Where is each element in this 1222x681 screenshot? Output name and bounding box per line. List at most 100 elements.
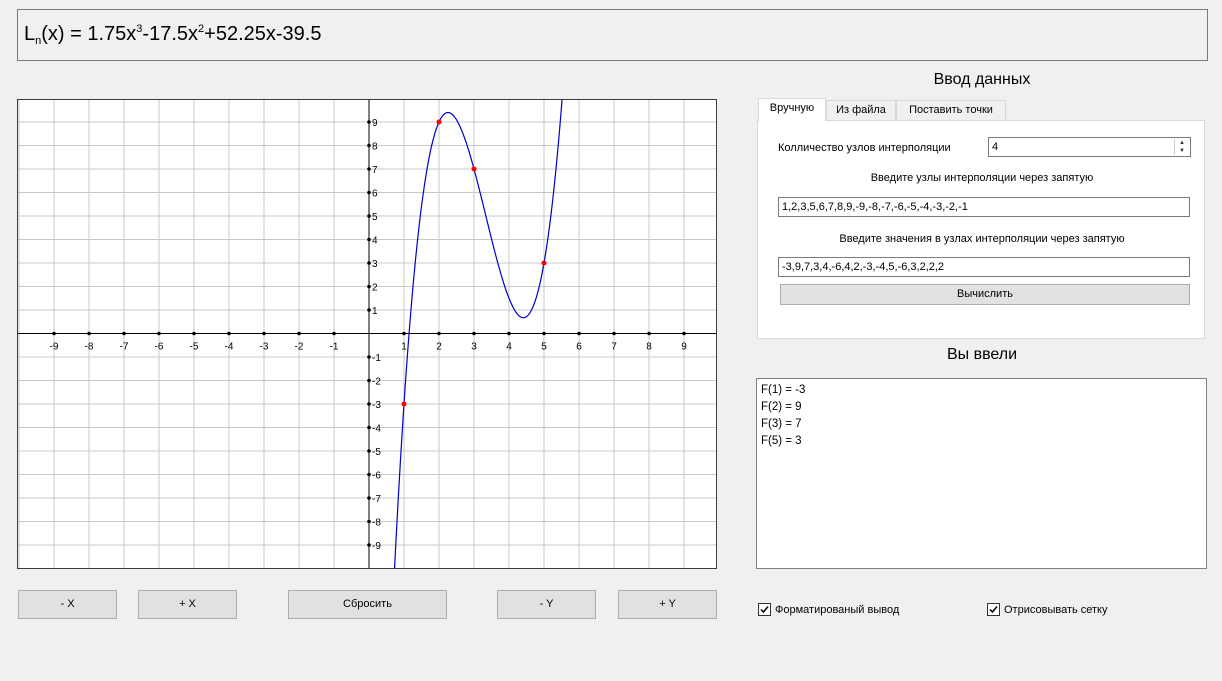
formula-exponent-2: 2: [198, 23, 205, 35]
x-tick-label: 5: [541, 342, 547, 353]
nodes-count-spinbox[interactable]: 4 ▲ ▼: [988, 137, 1191, 157]
x-tick-label: 6: [576, 342, 582, 353]
y-tick-label: 7: [372, 165, 378, 176]
x-tick-label: -8: [85, 342, 94, 353]
y-tick-mark: [367, 190, 371, 195]
list-item: F(1) = -3: [761, 384, 806, 396]
y-tick-label: 6: [372, 189, 378, 200]
x-tick-label: -7: [120, 342, 129, 353]
x-tick-mark: [297, 331, 301, 336]
y-tick-mark: [367, 543, 371, 547]
entered-values-list[interactable]: F(1) = -3 F(2) = 9 F(3) = 7 F(5) = 3: [756, 378, 1207, 569]
y-tick-mark: [367, 120, 371, 124]
formatted-output-label: Форматированый вывод: [775, 604, 900, 616]
formatted-output-checkbox[interactable]: [758, 603, 771, 616]
data-point: [471, 166, 477, 172]
formula-exponent-3: 3: [136, 23, 143, 35]
values-input[interactable]: -3,9,7,3,4,-6,4,2,-3,-4,5,-6,3,2,2,2: [778, 257, 1190, 277]
spinbox-arrows[interactable]: ▲ ▼: [1174, 139, 1189, 155]
zoom-in-y-button[interactable]: + Y: [618, 590, 717, 619]
formula-part-2: -17.5x: [142, 23, 199, 45]
polynomial-formula: Ln(x) = 1.75x3-17.5x2+52.25x-39.5: [24, 23, 321, 47]
x-tick-label: 9: [681, 342, 687, 353]
x-tick-label: -4: [225, 342, 234, 353]
spin-down-icon[interactable]: ▼: [1179, 148, 1185, 154]
y-tick-label: -9: [372, 541, 381, 552]
compute-button[interactable]: Вычислить: [780, 284, 1190, 305]
formula-l: L: [24, 23, 36, 45]
y-tick-label: 9: [372, 118, 378, 129]
x-tick-mark: [437, 331, 441, 336]
x-tick-mark: [227, 331, 231, 336]
plot-area[interactable]: -9 -8 -7 -6 -5 -4 -3 -2 -1 1 2 3 4 5 6 7 8 9 -9 -8 -7 -6 -5 -4 -…: [17, 99, 717, 569]
nodes-input[interactable]: 1,2,3,5,6,7,8,9,-9,-8,-7,-6,-5,-4,-3,-2,…: [778, 197, 1190, 217]
graph-canvas: -9 -8 -7 -6 -5 -4 -3 -2 -1 1 2 3 4 5 6 7 8 9 -9 -8 -7 -6 -5 -4 -…: [18, 100, 716, 568]
y-tick-mark: [367, 308, 371, 312]
draw-grid-checkbox[interactable]: [987, 603, 1000, 616]
y-tick-mark: [367, 284, 371, 289]
y-tick-mark: [367, 425, 371, 430]
zoom-out-y-button[interactable]: - Y: [497, 590, 596, 619]
checkmark-icon: [989, 606, 998, 614]
list-item: F(3) = 7: [761, 418, 802, 430]
data-point: [401, 401, 407, 407]
interpolation-curve: [393, 100, 563, 568]
y-tick-mark: [367, 167, 371, 171]
x-tick-label: 8: [646, 342, 652, 353]
spin-up-icon[interactable]: ▲: [1179, 140, 1185, 146]
y-tick-label: -2: [372, 377, 381, 388]
x-tick-label: 2: [436, 342, 442, 353]
y-tick-label: -8: [372, 518, 381, 529]
input-section-title: Ввод данных: [933, 71, 1031, 88]
x-tick-mark: [332, 331, 336, 336]
data-point: [436, 119, 442, 125]
y-tick-mark: [367, 496, 371, 500]
y-tick-label: -3: [372, 400, 381, 411]
axes: [18, 100, 716, 568]
x-tick-label: -6: [155, 342, 164, 353]
y-tick-label: 5: [372, 212, 378, 223]
draw-grid-label: Отрисовывать сетку: [1004, 604, 1108, 616]
x-tick-label: -5: [190, 342, 199, 353]
formula-subscript: n: [35, 35, 42, 47]
manual-input-pane: Колличество узлов интерполяции 4 ▲ ▼ Вве…: [757, 120, 1205, 339]
y-tick-mark: [367, 214, 371, 218]
nodes-count-value: 4: [992, 141, 999, 153]
x-tick-mark: [192, 331, 196, 336]
y-tick-label: -5: [372, 447, 381, 458]
y-tick-label: -1: [372, 353, 381, 364]
zoom-out-x-button[interactable]: - X: [18, 590, 117, 619]
reset-button[interactable]: Сбросить: [288, 590, 447, 619]
y-tick-mark: [367, 237, 371, 242]
zoom-in-x-button[interactable]: + X: [138, 590, 237, 619]
x-tick-label: -9: [50, 342, 59, 353]
x-tick-label: -2: [295, 342, 304, 353]
y-tick-mark: [367, 378, 371, 383]
axis-ticks: -9 -8 -7 -6 -5 -4 -3 -2 -1 1 2 3 4 5 6 7 8 9 -9 -8 -7 -6 -5 -4 -…: [50, 118, 688, 552]
tab-manual[interactable]: Вручную: [758, 98, 826, 121]
y-tick-mark: [367, 143, 371, 148]
x-tick-label: 4: [506, 342, 512, 353]
y-tick-label: -4: [372, 424, 381, 435]
list-item: F(2) = 9: [761, 401, 802, 413]
tab-from-file[interactable]: Из файла: [826, 100, 896, 121]
y-tick-label: 8: [372, 142, 378, 153]
data-point: [541, 260, 547, 266]
x-tick-mark: [122, 331, 126, 336]
tab-place-points[interactable]: Поставить точки: [896, 100, 1006, 121]
nodes-prompt: Введите узлы интерполяции через запятую: [870, 172, 1094, 184]
x-tick-label: -3: [260, 342, 269, 353]
checkmark-icon: [760, 606, 769, 614]
x-tick-mark: [577, 331, 581, 336]
x-tick-label: 3: [471, 342, 477, 353]
y-tick-label: 1: [372, 306, 378, 317]
x-tick-mark: [682, 331, 686, 336]
list-item: F(5) = 3: [761, 435, 802, 447]
x-tick-mark: [402, 331, 406, 336]
y-tick-label: 3: [372, 259, 378, 270]
y-tick-mark: [367, 449, 371, 453]
y-tick-mark: [367, 519, 371, 524]
y-tick-mark: [367, 472, 371, 477]
x-tick-mark: [542, 331, 546, 336]
formula-part-1: (x) = 1.75x: [41, 23, 137, 45]
